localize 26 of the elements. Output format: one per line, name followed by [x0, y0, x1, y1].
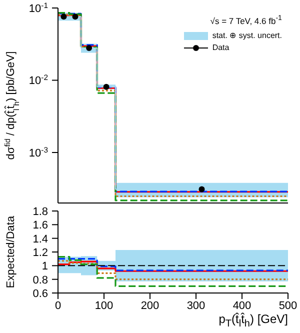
x-tick-label: 300 [186, 300, 206, 312]
point [103, 84, 110, 90]
x-tick-label: 400 [232, 300, 252, 312]
legend-label: stat. ⊕ syst. uncert. [212, 30, 282, 42]
y-tick-label: 0.8 [32, 274, 48, 286]
point [72, 14, 78, 20]
point [198, 186, 205, 192]
y-tick-label: 1 [42, 260, 48, 273]
y-tick-label: 1.8 [32, 206, 48, 218]
point [60, 14, 67, 20]
y-tick-label: 10$^{-2}$ [28, 72, 48, 88]
y-tick-label: 0.6 [32, 288, 48, 300]
x-tick-label: 100 [94, 300, 114, 312]
annotation: √s = 7 TeV, 4.6 fb$^{-1}$ [210, 14, 282, 26]
y-tick-label: 10$^{-1}$ [28, 0, 48, 15]
x-axis-title: p$_{T}$(t̂$_{l}$t̂$_{h}$) [GeV] [218, 312, 288, 330]
y-tick-label: 1.4 [32, 233, 48, 246]
y-axis-title: Expected/Data [5, 215, 17, 288]
x-tick-label: 0 [54, 300, 62, 312]
x-tick-label: 500 [278, 300, 298, 312]
y-tick-label: 1.6 [32, 220, 48, 232]
legend-label: Data [212, 42, 230, 54]
x-tick-label: 200 [140, 300, 160, 312]
y-tick-label: 10$^{-3}$ [28, 145, 48, 160]
y-tick-label: 1.2 [32, 247, 48, 259]
point [86, 44, 92, 51]
